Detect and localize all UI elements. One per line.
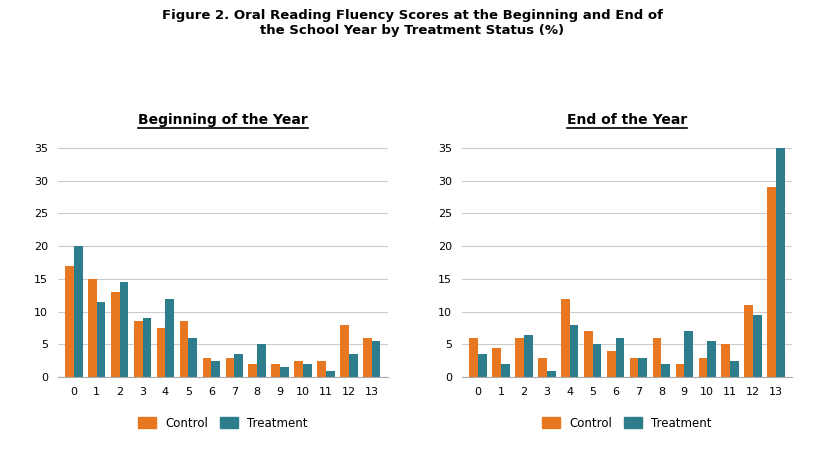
- Bar: [676, 364, 684, 377]
- Bar: [515, 338, 524, 377]
- Bar: [257, 344, 266, 377]
- Bar: [317, 361, 326, 377]
- Bar: [363, 338, 372, 377]
- Bar: [225, 357, 234, 377]
- Bar: [234, 354, 243, 377]
- Bar: [111, 292, 120, 377]
- Bar: [143, 318, 151, 377]
- Bar: [180, 321, 188, 377]
- Legend: Control, Treatment: Control, Treatment: [134, 412, 312, 434]
- Bar: [188, 338, 197, 377]
- Bar: [707, 341, 716, 377]
- Title: Beginning of the Year: Beginning of the Year: [138, 113, 308, 127]
- Bar: [280, 367, 289, 377]
- Bar: [157, 328, 166, 377]
- Bar: [134, 321, 143, 377]
- Bar: [744, 305, 753, 377]
- Bar: [73, 246, 82, 377]
- Bar: [372, 341, 380, 377]
- Bar: [493, 348, 501, 377]
- Bar: [203, 357, 211, 377]
- Bar: [469, 338, 478, 377]
- Bar: [97, 302, 106, 377]
- Bar: [639, 357, 647, 377]
- Bar: [538, 357, 547, 377]
- Bar: [561, 299, 570, 377]
- Bar: [524, 335, 533, 377]
- Bar: [166, 299, 174, 377]
- Title: End of the Year: End of the Year: [567, 113, 687, 127]
- Bar: [120, 282, 129, 377]
- Bar: [478, 354, 487, 377]
- Bar: [615, 338, 625, 377]
- Bar: [326, 370, 335, 377]
- Bar: [340, 325, 349, 377]
- Bar: [271, 364, 280, 377]
- Bar: [584, 331, 592, 377]
- Bar: [211, 361, 220, 377]
- Bar: [684, 331, 693, 377]
- Legend: Control, Treatment: Control, Treatment: [538, 412, 716, 434]
- Bar: [607, 351, 615, 377]
- Bar: [248, 364, 257, 377]
- Bar: [730, 361, 739, 377]
- Bar: [547, 370, 555, 377]
- Bar: [303, 364, 312, 377]
- Bar: [501, 364, 510, 377]
- Bar: [721, 344, 730, 377]
- Bar: [349, 354, 357, 377]
- Bar: [662, 364, 670, 377]
- Bar: [570, 325, 578, 377]
- Bar: [65, 266, 73, 377]
- Bar: [629, 357, 639, 377]
- Bar: [776, 148, 785, 377]
- Text: Figure 2. Oral Reading Fluency Scores at the Beginning and End of
the School Yea: Figure 2. Oral Reading Fluency Scores at…: [162, 9, 663, 37]
- Bar: [753, 315, 761, 377]
- Bar: [767, 187, 776, 377]
- Bar: [295, 361, 303, 377]
- Bar: [699, 357, 707, 377]
- Bar: [88, 279, 97, 377]
- Bar: [653, 338, 662, 377]
- Bar: [592, 344, 601, 377]
